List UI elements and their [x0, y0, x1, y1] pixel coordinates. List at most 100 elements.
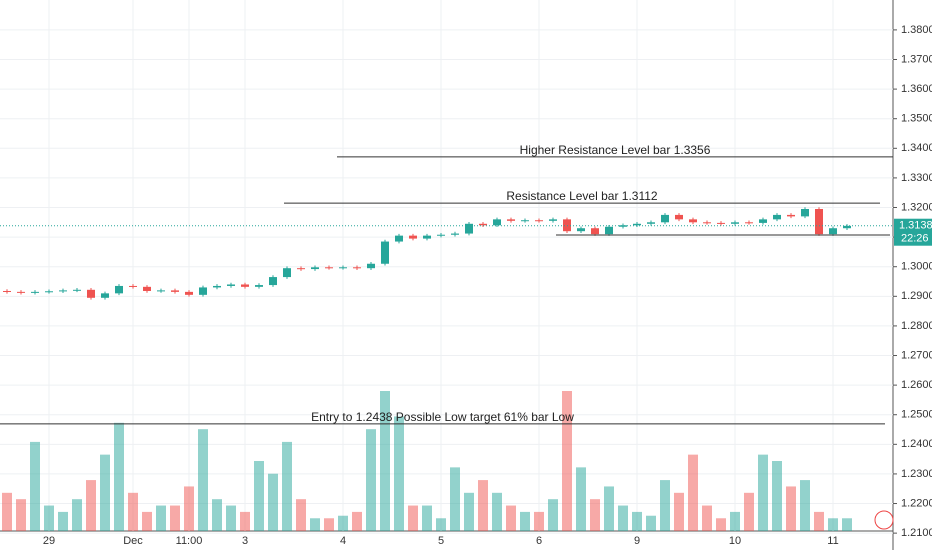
candle-body	[465, 223, 473, 234]
x-tick-label: 9	[634, 535, 640, 547]
candle-body	[185, 291, 193, 295]
volume-bar	[198, 429, 208, 531]
candle-body	[311, 267, 319, 270]
candle-body	[591, 228, 599, 235]
x-tick-label: 29	[43, 535, 55, 547]
candle-body	[227, 284, 235, 286]
last-price-box	[894, 218, 932, 246]
candle-body	[87, 289, 95, 298]
volume-bar	[702, 505, 712, 531]
candle-body	[73, 289, 81, 291]
candle-body	[339, 267, 347, 269]
volume-bar	[366, 429, 376, 531]
volume-bar	[478, 480, 488, 531]
candle-body	[535, 220, 543, 222]
y-tick-label: 1.29000	[901, 290, 932, 302]
volume-bar	[212, 499, 222, 531]
candle-body	[45, 291, 53, 293]
volume-bar	[814, 511, 824, 531]
candle-body	[101, 293, 109, 298]
volume-bar	[772, 461, 782, 531]
volume-bar	[590, 499, 600, 531]
volume-bar	[58, 511, 68, 531]
volume-bar	[730, 511, 740, 531]
candle-body	[815, 208, 823, 235]
y-tick-label: 1.23000	[901, 468, 932, 480]
volume-bar	[156, 505, 166, 531]
candle-body	[731, 222, 739, 224]
candle-body	[31, 291, 39, 293]
volume-bar	[324, 518, 334, 531]
candle-body	[675, 214, 683, 220]
candle-body	[423, 235, 431, 239]
candle-body	[451, 233, 459, 235]
volume-bar	[380, 391, 390, 531]
y-tick-label: 1.35000	[901, 113, 932, 125]
volume-bar	[632, 511, 642, 531]
volume-bar	[492, 492, 502, 531]
y-tick-label: 1.24000	[901, 438, 932, 450]
volume-bar	[114, 422, 124, 531]
volume-bar	[142, 511, 152, 531]
candle-body	[283, 268, 291, 278]
volume-bar	[226, 505, 236, 531]
candle-body	[157, 290, 165, 292]
volume-bar	[786, 486, 796, 531]
volume-bar	[660, 480, 670, 531]
candle-body	[3, 290, 11, 292]
candle-body	[297, 268, 305, 270]
candle-body	[801, 208, 809, 217]
candle-body	[353, 267, 361, 269]
y-tick-label: 1.30000	[901, 261, 932, 273]
candle-body	[367, 263, 375, 269]
candle-body	[787, 214, 795, 217]
level-label: Resistance Level bar 1.3112	[506, 189, 658, 203]
volume-bar	[604, 486, 614, 531]
volume-bar	[618, 505, 628, 531]
volume-bar	[436, 518, 446, 531]
volume-bar	[254, 461, 264, 531]
volume-bar	[674, 492, 684, 531]
candle-body	[241, 284, 249, 287]
volume-bar	[240, 511, 250, 531]
candle-body	[59, 290, 67, 292]
volume-bar	[688, 454, 698, 531]
volume-bar	[408, 505, 418, 531]
y-tick-label: 1.32000	[901, 201, 932, 213]
volume-bar	[548, 499, 558, 531]
volume-bar	[2, 492, 12, 531]
candle-body	[829, 228, 837, 235]
volume-bar	[100, 454, 110, 531]
volume-bar	[338, 515, 348, 531]
candle-body	[717, 222, 725, 224]
candle-body	[605, 226, 613, 235]
candle-body	[843, 225, 851, 229]
candle-body	[619, 225, 627, 227]
y-tick-label: 1.22000	[901, 497, 932, 509]
candle-body	[129, 285, 137, 287]
candle-body	[633, 223, 641, 226]
candle-body	[507, 219, 515, 221]
candle-body	[661, 214, 669, 223]
x-tick-label: 6	[536, 535, 542, 547]
logo-icon	[874, 510, 894, 530]
candle-body	[773, 214, 781, 220]
candle-body	[479, 223, 487, 226]
y-tick-label: 1.27000	[901, 349, 932, 361]
candle-body	[759, 219, 767, 223]
x-tick-label: 11	[827, 535, 838, 547]
x-tick-label: 11:00	[176, 535, 203, 547]
candle-body	[395, 235, 403, 242]
y-tick-label: 1.38000	[901, 24, 932, 36]
volume-bar	[30, 441, 40, 531]
volume-bar	[520, 511, 530, 531]
volume-bar	[128, 492, 138, 531]
volume-bar	[506, 505, 516, 531]
volume-bar	[422, 505, 432, 531]
x-tick-label: 4	[340, 535, 346, 547]
candle-body	[199, 287, 207, 295]
volume-bar	[842, 518, 852, 531]
volume-bar	[268, 473, 278, 531]
candle-body	[549, 219, 557, 221]
